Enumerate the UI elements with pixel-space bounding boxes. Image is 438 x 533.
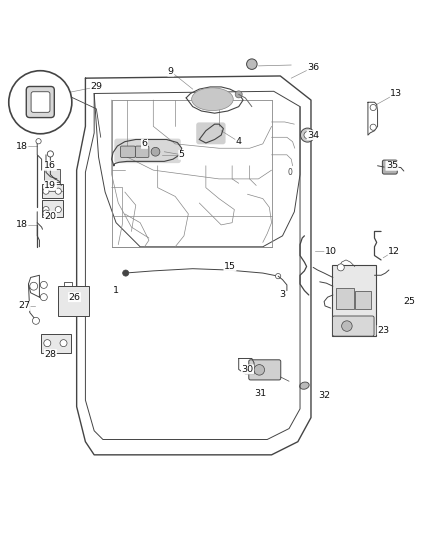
FancyBboxPatch shape [114,139,181,163]
Circle shape [9,71,72,134]
FancyBboxPatch shape [41,334,71,353]
Circle shape [247,59,257,69]
FancyBboxPatch shape [332,316,374,336]
Circle shape [300,128,314,142]
Circle shape [47,151,53,157]
Text: 16: 16 [44,161,57,170]
Text: 31: 31 [254,389,267,398]
Text: 34: 34 [307,131,319,140]
Ellipse shape [192,88,233,110]
Text: 20: 20 [44,212,57,221]
Text: 18: 18 [16,142,28,150]
Text: 1: 1 [113,286,119,295]
Text: 13: 13 [390,89,403,98]
FancyBboxPatch shape [135,146,149,157]
Circle shape [370,104,376,110]
FancyBboxPatch shape [42,200,63,217]
Text: 19: 19 [44,181,57,190]
Circle shape [151,147,160,156]
Circle shape [337,264,344,271]
FancyBboxPatch shape [382,160,397,174]
Circle shape [254,365,265,375]
Text: 9: 9 [168,67,174,76]
Circle shape [44,340,51,346]
Circle shape [123,270,129,276]
FancyBboxPatch shape [336,287,354,309]
FancyBboxPatch shape [120,146,135,157]
Text: 35: 35 [386,161,398,170]
Circle shape [276,273,281,279]
Text: 28: 28 [44,350,57,359]
Ellipse shape [300,382,309,389]
Text: 6: 6 [141,139,148,148]
Text: 32: 32 [318,391,330,400]
FancyBboxPatch shape [249,360,281,380]
Circle shape [43,188,49,194]
FancyBboxPatch shape [58,286,89,316]
Circle shape [342,321,352,332]
Text: 10: 10 [325,247,337,256]
Text: 23: 23 [377,326,389,335]
Text: 15: 15 [224,262,236,271]
Text: 25: 25 [403,297,416,306]
Circle shape [36,139,41,144]
Circle shape [40,281,47,288]
Circle shape [370,124,376,130]
Text: 12: 12 [388,247,400,256]
Circle shape [304,132,311,139]
FancyBboxPatch shape [42,184,63,198]
Circle shape [30,282,38,290]
Circle shape [32,317,39,324]
Ellipse shape [149,151,158,159]
Circle shape [43,210,49,216]
Text: 27: 27 [18,302,30,310]
Text: 26: 26 [68,293,81,302]
FancyBboxPatch shape [355,290,371,309]
Text: 3: 3 [279,290,286,300]
Text: 36: 36 [307,63,319,72]
Circle shape [55,188,61,194]
FancyBboxPatch shape [44,169,60,182]
FancyBboxPatch shape [26,86,54,118]
Circle shape [235,91,242,98]
Text: 18: 18 [16,220,28,229]
Text: 4: 4 [236,137,242,146]
Text: 5: 5 [179,150,185,159]
Text: 29: 29 [90,83,102,92]
FancyBboxPatch shape [332,265,376,336]
Text: 30: 30 [241,365,254,374]
Circle shape [60,340,67,346]
Circle shape [55,206,61,213]
Circle shape [40,294,47,301]
FancyBboxPatch shape [196,123,226,144]
Text: 0: 0 [287,168,293,177]
FancyBboxPatch shape [31,92,50,112]
Circle shape [43,206,49,213]
